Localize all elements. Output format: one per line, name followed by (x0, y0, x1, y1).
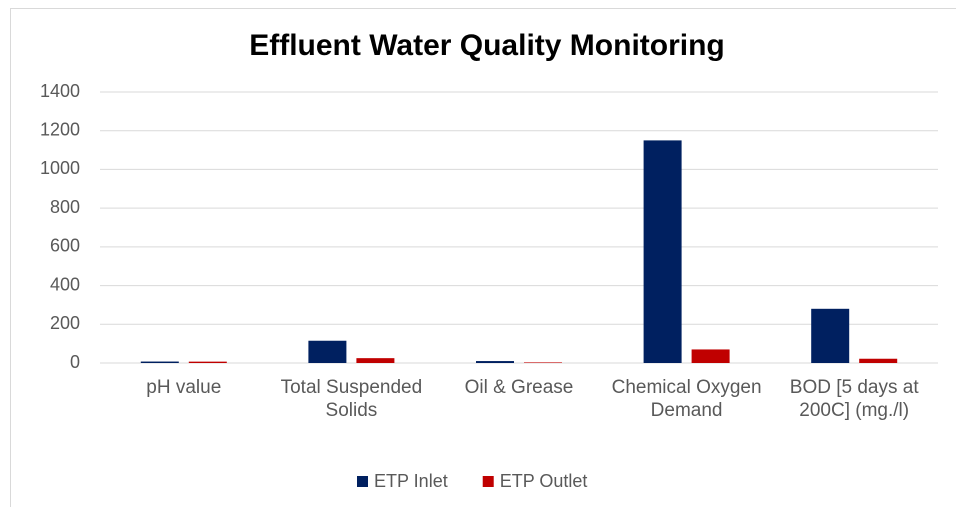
y-tick-label: 400 (50, 274, 80, 294)
x-tick-label: Chemical Oxygen Demand (611, 377, 762, 421)
bar (140, 361, 179, 363)
bar (476, 361, 514, 363)
x-tick-label: Oil & Grease (464, 377, 574, 398)
legend-swatch (357, 476, 368, 487)
y-tick-label: 1000 (40, 158, 80, 178)
chart-title: Effluent Water Quality Monitoring (249, 29, 725, 62)
x-tick-label-box: BOD [5 days at 200C] (mg./l) (789, 377, 919, 421)
legend-swatch (482, 476, 494, 487)
y-tick-label: 0 (70, 352, 80, 372)
x-tick-label: Total Suspended Solids (280, 377, 423, 421)
bar (308, 340, 347, 363)
x-tick-label: pH value (146, 377, 222, 398)
bar (188, 361, 227, 363)
x-tick-label-box: Total Suspended Solids (280, 377, 423, 421)
legend-label: ETP Inlet (374, 471, 448, 491)
bar (691, 349, 730, 363)
x-tick-label-box: pH value (146, 377, 222, 398)
x-tick-label-box: Oil & Grease (464, 377, 574, 398)
legend-label: ETP Outlet (500, 471, 588, 491)
x-tick-label-box: Chemical Oxygen Demand (611, 377, 762, 421)
y-tick-label: 1400 (40, 81, 80, 101)
y-tick-label: 1200 (40, 119, 80, 139)
bar (643, 140, 682, 363)
bar (811, 308, 850, 363)
y-tick-label: 200 (50, 313, 80, 333)
x-tick-label: BOD [5 days at 200C] (mg./l) (789, 377, 919, 421)
y-tick-label: 600 (50, 236, 80, 256)
bar (859, 358, 898, 363)
bar (356, 358, 395, 363)
y-tick-label: 800 (50, 197, 80, 217)
bar (524, 362, 562, 363)
